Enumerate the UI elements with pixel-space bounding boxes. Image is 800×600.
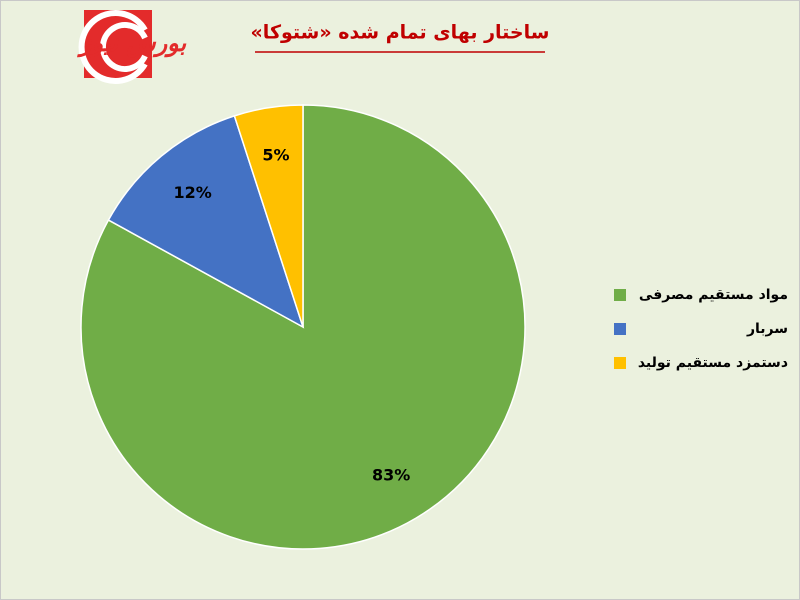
data-label: 83% — [372, 466, 410, 485]
logo-curve — [100, 22, 148, 72]
legend-swatch — [614, 323, 626, 335]
legend-label: سربار — [746, 321, 788, 337]
logo-curve — [78, 10, 148, 84]
legend-label: دستمزد مستقیم تولید — [638, 355, 788, 371]
chart-title: ساختار بهای تمام شده «شتوکا» — [251, 22, 550, 44]
legend-swatch — [614, 357, 626, 369]
legend-label: مواد مستقیم مصرفی — [639, 287, 788, 303]
pie-slice — [107, 114, 305, 329]
pie-slice — [80, 104, 526, 550]
pie: 83% 12% 5% — [80, 104, 526, 550]
pie-slice — [233, 104, 304, 328]
legend-swatch — [614, 289, 626, 301]
logo: بورس نیوز — [76, 10, 187, 84]
data-label: 12% — [173, 183, 211, 202]
logo-text: بورس نیوز — [76, 29, 187, 58]
data-label: 5% — [262, 145, 289, 164]
legend: مواد مستقیم مصرفی سربار دستمزد مستقیم تولی… — [614, 287, 788, 371]
